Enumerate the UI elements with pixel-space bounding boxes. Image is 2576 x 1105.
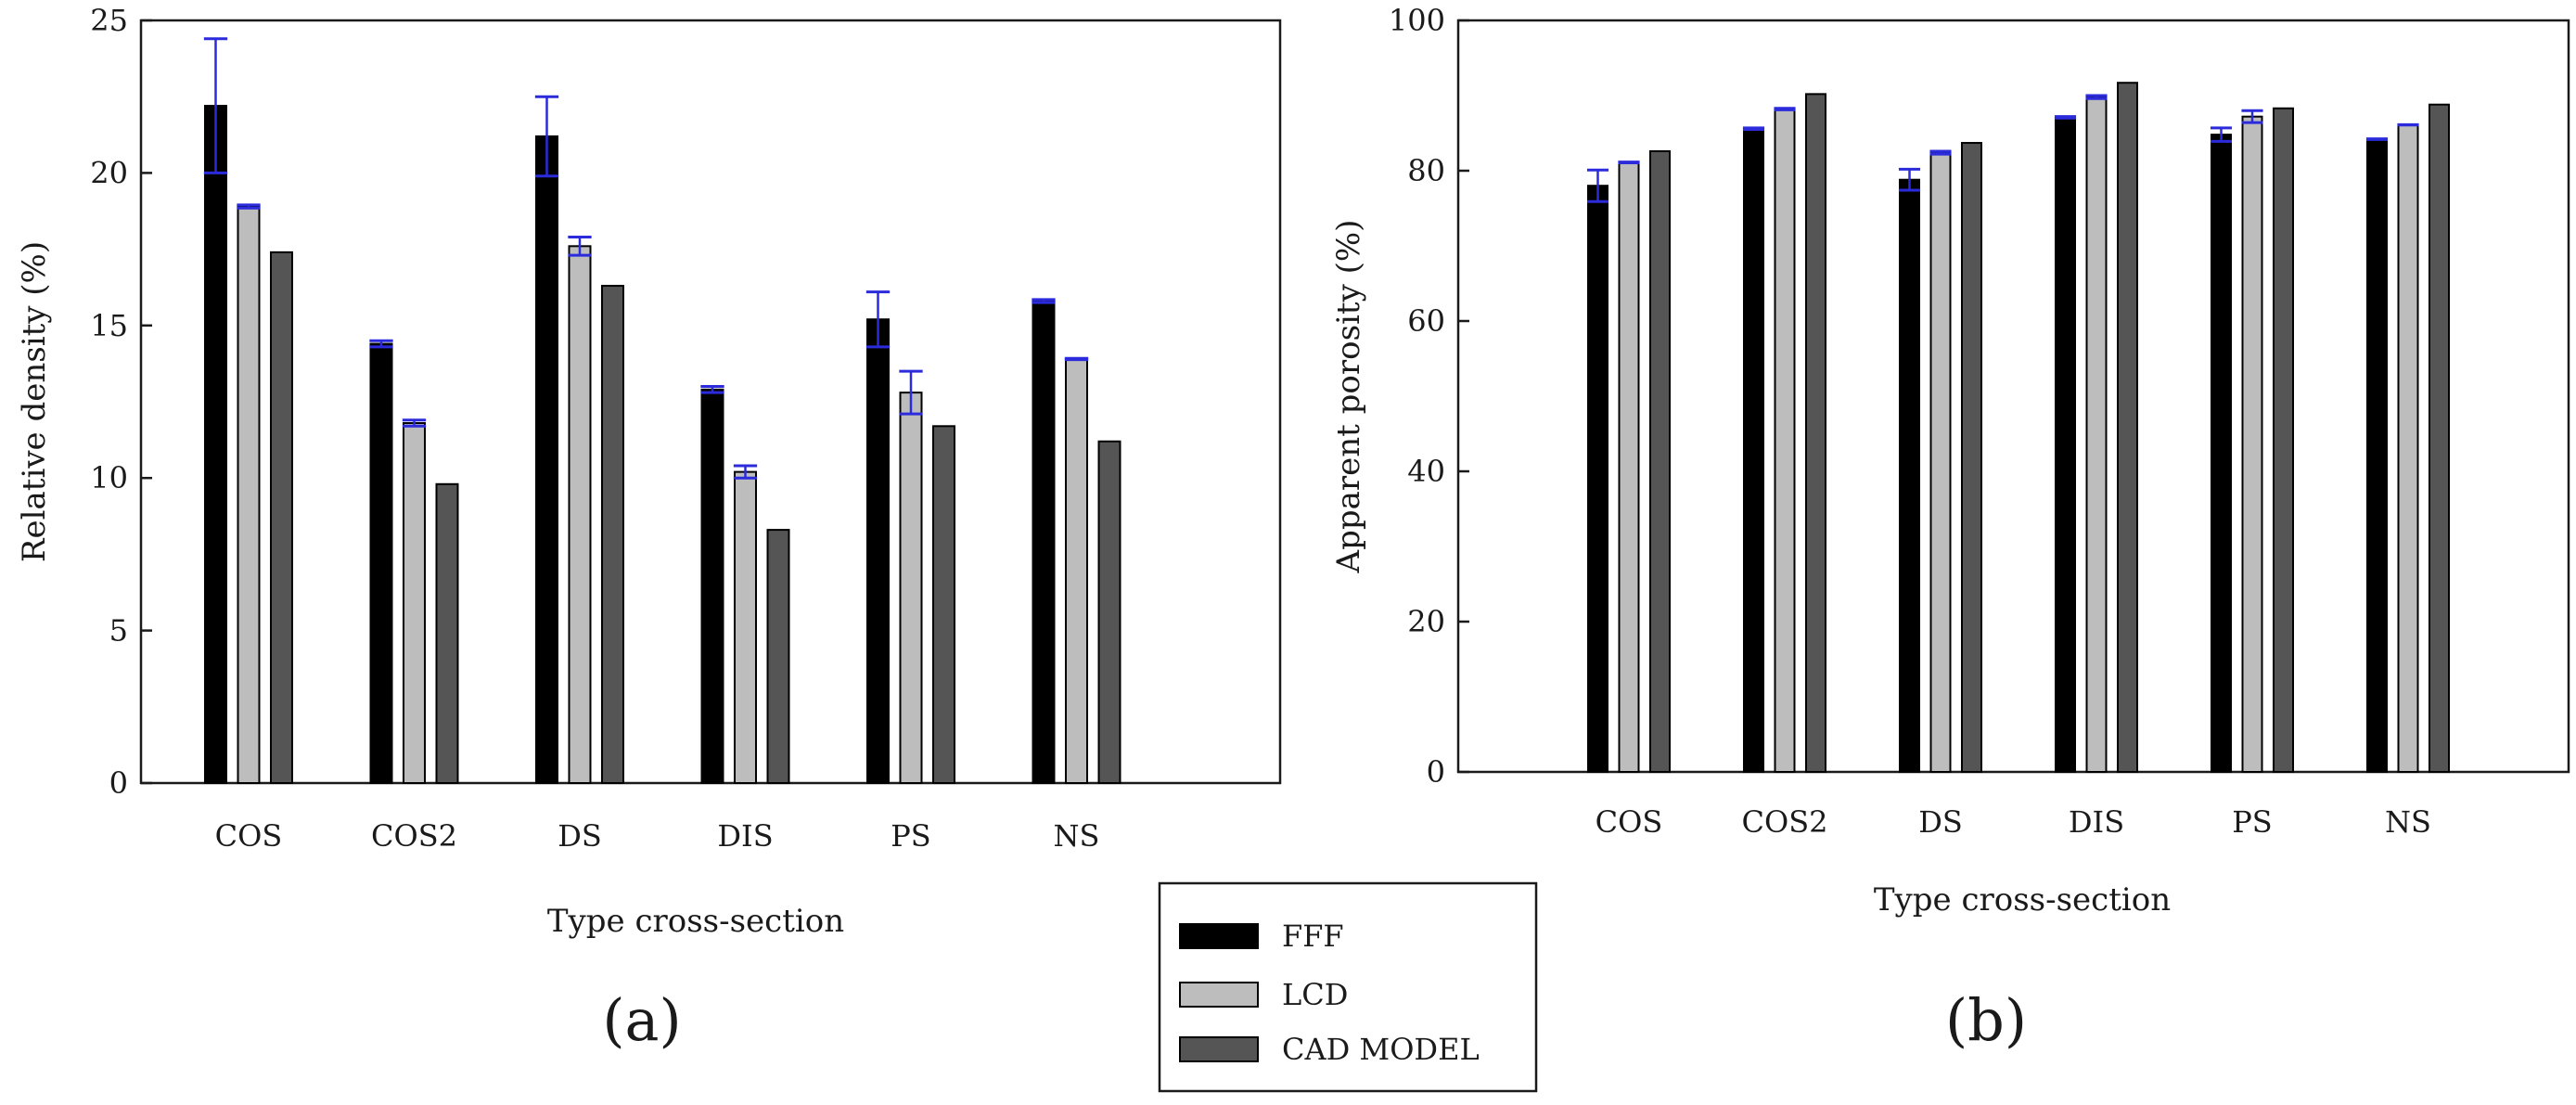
y-tick-label: 10 — [90, 460, 128, 495]
bar-fff — [2366, 137, 2388, 774]
x-tick-label: DIS — [2069, 804, 2124, 840]
panel-label-b: (b) — [1945, 986, 2027, 1054]
bar-cad-model — [1097, 440, 1121, 784]
x-tick-label: COS — [1596, 804, 1663, 840]
legend-item-fff: FFF — [1179, 919, 1344, 954]
y-tick-label: 25 — [90, 3, 128, 38]
bar-fff — [204, 105, 227, 784]
bar-lcd — [1929, 151, 1952, 773]
y-ticks-a: 0 5 10 15 20 25 — [90, 3, 152, 801]
y-axis-label-b: Apparent porosity (%) — [1330, 220, 1367, 574]
chart-panel-a: 0 5 10 15 20 25 COS COS2 DS DIS PS NS Type cross-s… — [16, 3, 1282, 1054]
bar-lcd — [1618, 161, 1640, 773]
bar-fff — [700, 388, 724, 784]
x-tick-label: PS — [891, 818, 930, 854]
bar-cad-model — [435, 482, 459, 784]
bar-cad-model — [2117, 82, 2138, 774]
y-tick-label: 40 — [1407, 454, 1445, 489]
legend-item-lcd: LCD — [1179, 977, 1348, 1012]
bar-lcd — [2241, 115, 2263, 774]
y-axis-label-a: Relative density (%) — [16, 241, 53, 562]
bar-lcd — [237, 205, 261, 784]
bar-cad-model — [1649, 149, 1671, 773]
bar-fff — [535, 135, 558, 785]
bar-fff — [2211, 134, 2232, 773]
bar-lcd — [403, 422, 426, 784]
chart-panel-b: 0 20 40 60 80 100 COS COS2 DS DIS PS NS Type cross… — [1330, 3, 2570, 1054]
y-tick-label: 20 — [90, 155, 128, 190]
legend: FFF LCD CAD MODEL — [1158, 881, 1538, 1093]
bar-cad-model — [766, 529, 790, 784]
y-ticks-b: 0 20 40 60 80 100 — [1389, 3, 1469, 790]
bar-lcd — [899, 392, 923, 784]
bar-fff — [2055, 116, 2076, 774]
x-tick-label: DIS — [717, 818, 773, 854]
y-tick-label: 20 — [1407, 604, 1445, 639]
x-tick-label: COS2 — [371, 818, 457, 854]
bar-cad-model — [932, 425, 955, 784]
x-categories-b: COS COS2 DS DIS PS NS — [1596, 804, 2431, 840]
bar-fff — [369, 342, 393, 784]
x-tick-label: DS — [1918, 804, 1963, 840]
bar-cad-model — [1805, 93, 1826, 773]
bar-cad-model — [2273, 107, 2294, 773]
bar-cad-model — [1961, 142, 1982, 773]
x-categories-a: COS COS2 DS DIS PS NS — [215, 818, 1100, 854]
y-tick-label: 0 — [109, 765, 128, 801]
legend-item-cad-model: CAD MODEL — [1179, 1032, 1480, 1067]
legend-label-lcd: LCD — [1282, 977, 1348, 1012]
legend-swatch-fff — [1179, 923, 1259, 949]
plot-frame-b — [1456, 19, 2570, 774]
bar-fff — [866, 318, 890, 784]
x-tick-label: PS — [2232, 804, 2272, 840]
x-tick-label: NS — [1054, 818, 1100, 854]
x-axis-label-a: Type cross-section — [547, 903, 844, 940]
bar-lcd — [2085, 96, 2108, 774]
x-tick-label: NS — [2385, 804, 2431, 840]
y-tick-label: 15 — [90, 308, 128, 343]
x-tick-label: DS — [557, 818, 602, 854]
x-axis-label-b: Type cross-section — [1874, 881, 2171, 919]
y-tick-label: 0 — [1427, 754, 1445, 790]
legend-swatch-lcd — [1179, 982, 1259, 1008]
legend-label-cad-model: CAD MODEL — [1282, 1032, 1480, 1067]
x-tick-label: COS2 — [1742, 804, 1828, 840]
bar-lcd — [2397, 123, 2419, 773]
y-tick-label: 100 — [1389, 3, 1445, 38]
bar-cad-model — [270, 251, 293, 784]
bar-fff — [1587, 185, 1608, 773]
bar-lcd — [568, 245, 592, 784]
panel-label-a: (a) — [602, 986, 681, 1054]
bar-cad-model — [601, 285, 624, 784]
legend-swatch-cad-model — [1179, 1036, 1259, 1062]
y-tick-label: 5 — [109, 613, 128, 649]
bar-fff — [1899, 178, 1920, 774]
bars-b — [1586, 82, 2450, 774]
bar-lcd — [1774, 108, 1796, 773]
x-tick-label: COS — [215, 818, 283, 854]
y-tick-label: 80 — [1407, 153, 1445, 188]
bar-fff — [1743, 127, 1764, 773]
bar-lcd — [734, 470, 757, 784]
bar-cad-model — [2429, 103, 2450, 774]
legend-label-fff: FFF — [1282, 919, 1344, 954]
bar-lcd — [1065, 357, 1088, 784]
bar-fff — [1032, 300, 1056, 785]
bars-a — [203, 37, 1121, 785]
y-tick-label: 60 — [1407, 303, 1445, 339]
